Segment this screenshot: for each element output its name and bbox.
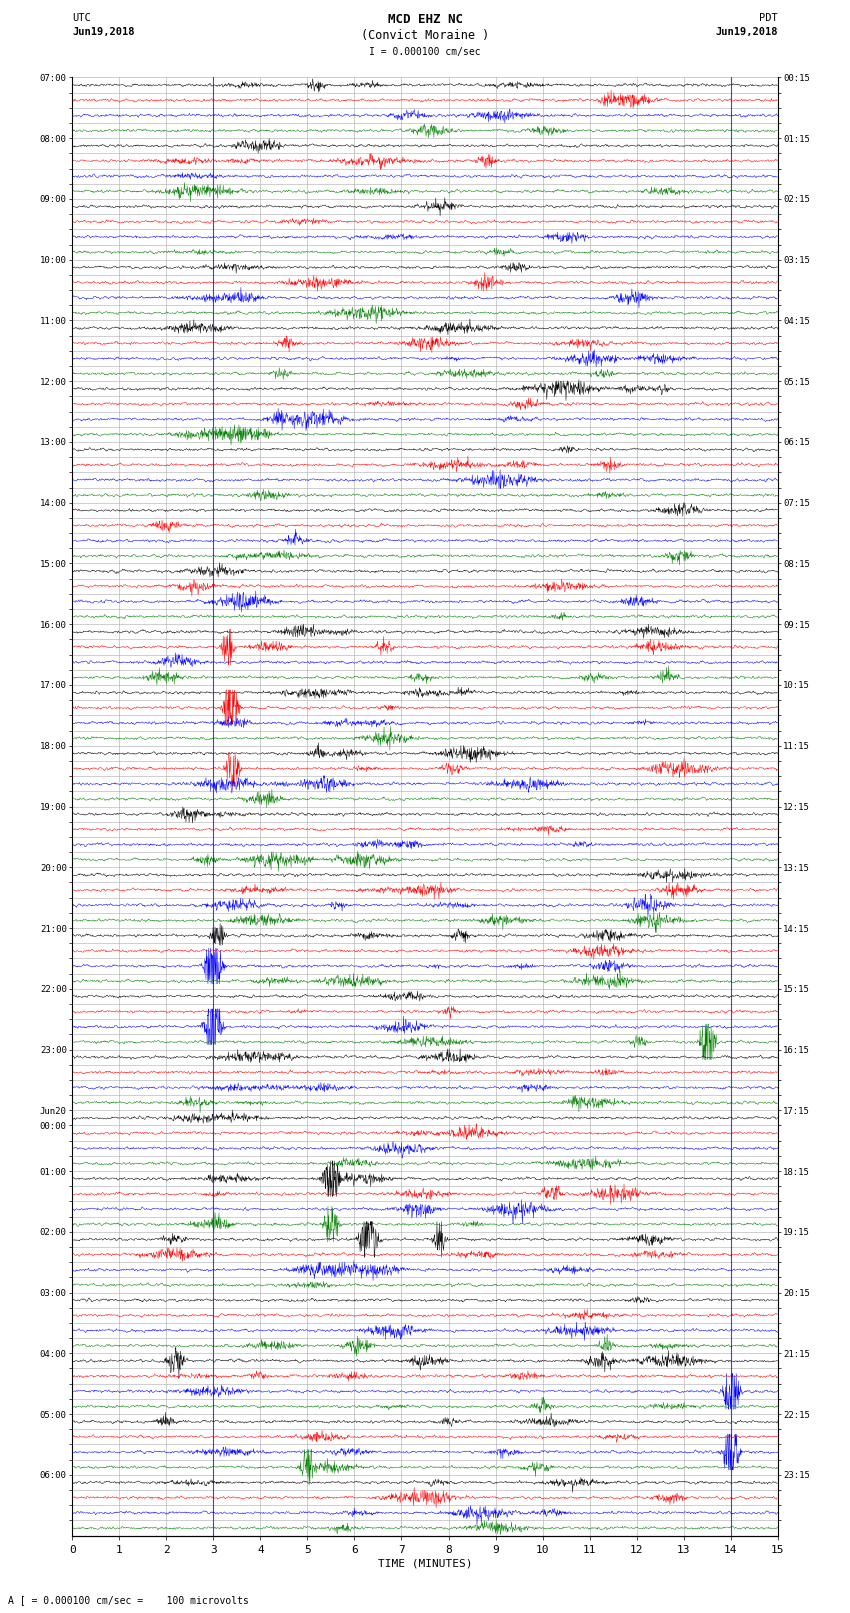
Text: I = 0.000100 cm/sec: I = 0.000100 cm/sec bbox=[369, 47, 481, 56]
Text: PDT: PDT bbox=[759, 13, 778, 23]
Text: UTC: UTC bbox=[72, 13, 91, 23]
Text: Jun19,2018: Jun19,2018 bbox=[715, 27, 778, 37]
Text: A [ = 0.000100 cm/sec =    100 microvolts: A [ = 0.000100 cm/sec = 100 microvolts bbox=[8, 1595, 249, 1605]
Text: (Convict Moraine ): (Convict Moraine ) bbox=[361, 29, 489, 42]
Text: Jun19,2018: Jun19,2018 bbox=[72, 27, 135, 37]
Text: MCD EHZ NC: MCD EHZ NC bbox=[388, 13, 462, 26]
X-axis label: TIME (MINUTES): TIME (MINUTES) bbox=[377, 1558, 473, 1569]
